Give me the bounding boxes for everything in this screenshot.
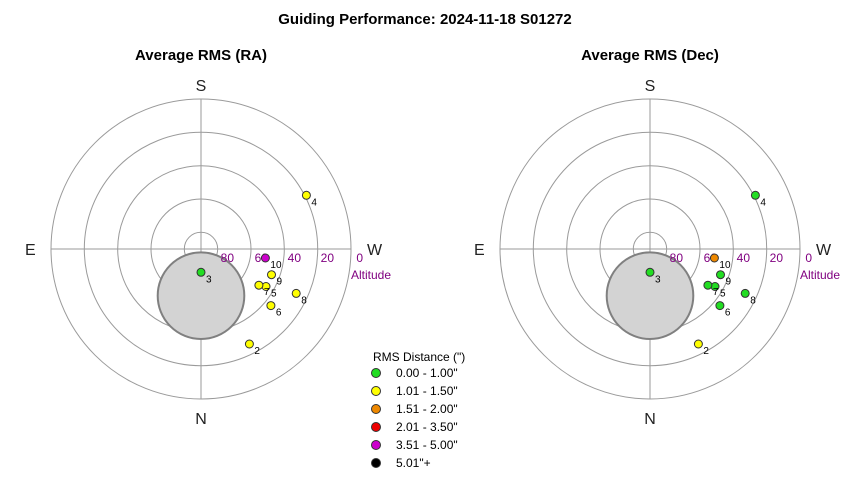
exclusion-zone	[605, 251, 695, 341]
data-point-7	[703, 280, 713, 290]
polar-plot-dec: Average RMS (Dec)SNEW806040200Altitude23…	[474, 47, 840, 428]
direction-west: W	[816, 242, 832, 259]
legend-item-label: 5.01"+	[396, 456, 431, 470]
data-point-2	[244, 339, 254, 349]
altitude-tick-label: 80	[670, 251, 684, 265]
legend-item-label: 3.51 - 5.00"	[396, 438, 458, 452]
altitude-tick-label: 20	[770, 251, 784, 265]
legend: RMS Distance (") 0.00 - 1.00" 1.01 - 1.50…	[371, 350, 465, 470]
data-point-9	[716, 270, 725, 280]
altitude-axis-label: Altitude	[351, 268, 391, 282]
altitude-tick-label: 0	[805, 251, 812, 265]
data-point-7	[254, 280, 264, 290]
data-point-label: 2	[703, 346, 709, 357]
plot-title: Average RMS (Dec)	[581, 47, 719, 64]
legend-item-label: 1.01 - 1.50"	[396, 384, 458, 398]
data-point-3	[645, 267, 655, 277]
data-point-6	[266, 301, 276, 311]
legend-swatch	[371, 386, 381, 396]
data-point-label: 6	[276, 308, 282, 319]
data-point-label: 9	[726, 277, 732, 288]
plot-title: Average RMS (RA)	[135, 47, 267, 64]
data-point-4	[750, 190, 760, 200]
legend-item-label: 2.01 - 3.50"	[396, 420, 458, 434]
direction-north: N	[195, 411, 207, 428]
altitude-tick-label: 0	[356, 251, 363, 265]
data-point-label: 10	[270, 260, 282, 271]
altitude-tick-label: 20	[321, 251, 335, 265]
data-point-label: 3	[206, 274, 212, 285]
direction-west: W	[367, 242, 383, 259]
data-point-8	[740, 288, 750, 298]
polar-plot-ra: Average RMS (RA)SNEW806040200Altitude234…	[25, 47, 391, 428]
altitude-axis-label: Altitude	[800, 268, 840, 282]
data-point-4	[301, 190, 311, 200]
data-point-10	[260, 253, 270, 263]
data-point-label: 3	[655, 274, 661, 285]
legend-swatch	[371, 404, 381, 414]
direction-east: E	[25, 242, 36, 259]
data-point-3	[196, 267, 206, 277]
legend-title: RMS Distance (")	[373, 350, 465, 364]
data-point-label: 7	[264, 287, 270, 298]
data-point-2	[693, 339, 703, 349]
direction-south: S	[645, 78, 656, 95]
direction-south: S	[196, 78, 207, 95]
data-point-label: 8	[301, 295, 307, 306]
data-point-label: 4	[760, 197, 766, 208]
legend-swatch	[371, 458, 381, 468]
legend-item-label: 1.51 - 2.00"	[396, 402, 458, 416]
data-point-8	[291, 288, 301, 298]
figure-title: Guiding Performance: 2024-11-18 S01272	[278, 11, 571, 28]
altitude-tick-label: 40	[737, 251, 751, 265]
data-point-label: 6	[725, 308, 731, 319]
data-point-label: 8	[750, 295, 756, 306]
data-point-6	[715, 301, 725, 311]
legend-items: 0.00 - 1.00" 1.01 - 1.50" 1.51 - 2.00" 2.01…	[371, 366, 458, 470]
direction-north: N	[644, 411, 656, 428]
data-point-label: 5	[720, 289, 726, 300]
exclusion-zone	[156, 251, 246, 341]
data-point-9	[267, 270, 276, 280]
polar-plots: Average RMS (RA)SNEW806040200Altitude234…	[25, 47, 840, 428]
altitude-tick-label: 80	[221, 251, 235, 265]
legend-swatch	[371, 368, 381, 378]
data-point-label: 4	[311, 197, 317, 208]
legend-item-label: 0.00 - 1.00"	[396, 366, 458, 380]
data-point-label: 7	[713, 287, 719, 298]
data-point-label: 2	[254, 346, 260, 357]
data-point-10	[709, 253, 719, 263]
altitude-tick-label: 40	[288, 251, 302, 265]
legend-swatch	[371, 440, 381, 450]
legend-swatch	[371, 422, 381, 432]
data-point-label: 9	[277, 277, 283, 288]
data-point-label: 10	[719, 260, 731, 271]
data-point-label: 5	[271, 289, 277, 300]
direction-east: E	[474, 242, 485, 259]
